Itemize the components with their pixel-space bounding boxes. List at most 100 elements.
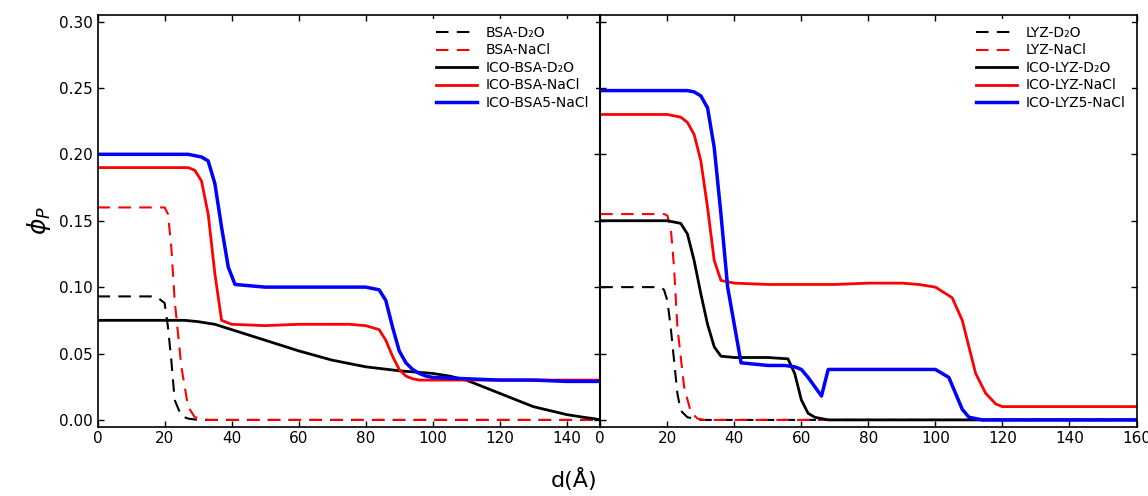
LYZ-D₂O: [667, 357, 681, 363]
ICO-LYZ5-NaCl: [667, 88, 681, 94]
BSA-NaCl: [181, 404, 195, 410]
BSA-D₂O: [192, 417, 205, 423]
ICO-BSA5-NaCl: [386, 324, 400, 330]
ICO-LYZ-D₂O: [788, 371, 801, 376]
ICO-LYZ5-NaCl: [693, 93, 707, 99]
ICO-BSA-NaCl: [174, 165, 188, 171]
LYZ-D₂O: [653, 284, 667, 290]
ICO-BSA5-NaCl: [527, 377, 541, 383]
ICO-LYZ-D₂O: [1130, 417, 1143, 423]
ICO-LYZ5-NaCl: [594, 88, 607, 94]
ICO-LYZ-NaCl: [794, 282, 808, 288]
Line: ICO-LYZ5-NaCl: ICO-LYZ5-NaCl: [600, 91, 1137, 420]
ICO-BSA-D₂O: [443, 373, 457, 379]
ICO-LYZ-NaCl: [1130, 404, 1143, 410]
ICO-LYZ-D₂O: [801, 410, 815, 416]
ICO-BSA5-NaCl: [412, 371, 426, 376]
ICO-LYZ-D₂O: [693, 291, 707, 297]
ICO-LYZ-D₂O: [815, 416, 829, 422]
LYZ-NaCl: [657, 211, 670, 217]
Line: LYZ-NaCl: LYZ-NaCl: [600, 214, 1137, 420]
ICO-LYZ-D₂O: [794, 397, 808, 403]
ICO-LYZ5-NaCl: [895, 367, 909, 372]
ICO-LYZ5-NaCl: [943, 374, 956, 380]
ICO-LYZ-NaCl: [660, 112, 674, 118]
ICO-LYZ5-NaCl: [955, 406, 969, 412]
Text: d(Å): d(Å): [551, 468, 597, 491]
ICO-BSA5-NaCl: [594, 378, 607, 384]
ICO-LYZ-NaCl: [1096, 404, 1110, 410]
ICO-BSA-NaCl: [215, 317, 228, 323]
BSA-NaCl: [201, 417, 215, 423]
ICO-LYZ5-NaCl: [700, 105, 714, 111]
ICO-LYZ-D₂O: [821, 417, 835, 423]
LYZ-D₂O: [594, 284, 607, 290]
ICO-BSA-NaCl: [400, 373, 413, 379]
ICO-LYZ5-NaCl: [721, 284, 735, 290]
ICO-LYZ-NaCl: [707, 257, 721, 263]
LYZ-D₂O: [688, 416, 701, 422]
ICO-LYZ-NaCl: [955, 317, 969, 323]
ICO-BSA-NaCl: [393, 367, 406, 372]
ICO-LYZ5-NaCl: [707, 145, 721, 151]
BSA-NaCl: [195, 416, 209, 422]
ICO-BSA-D₂O: [459, 377, 473, 383]
ICO-BSA-D₂O: [510, 397, 523, 403]
ICO-BSA-D₂O: [409, 369, 422, 375]
ICO-LYZ-D₂O: [707, 344, 721, 350]
BSA-D₂O: [594, 417, 607, 423]
ICO-LYZ-NaCl: [962, 344, 976, 350]
ICO-BSA-NaCl: [201, 211, 215, 217]
ICO-LYZ-D₂O: [761, 355, 775, 361]
ICO-LYZ5-NaCl: [660, 88, 674, 94]
ICO-LYZ-D₂O: [781, 356, 794, 362]
ICO-LYZ-D₂O: [728, 355, 742, 361]
ICO-BSA5-NaCl: [400, 360, 413, 366]
ICO-BSA-NaCl: [412, 377, 426, 383]
ICO-BSA-D₂O: [292, 348, 305, 354]
LYZ-NaCl: [664, 224, 677, 230]
ICO-LYZ5-NaCl: [861, 367, 875, 372]
ICO-LYZ-D₂O: [660, 218, 674, 224]
ICO-BSA5-NaCl: [379, 298, 393, 304]
ICO-LYZ-NaCl: [667, 113, 681, 119]
ICO-LYZ5-NaCl: [761, 363, 775, 369]
Line: ICO-BSA5-NaCl: ICO-BSA5-NaCl: [98, 154, 600, 381]
ICO-BSA-NaCl: [181, 165, 195, 171]
ICO-BSA5-NaCl: [426, 374, 440, 380]
ICO-BSA5-NaCl: [91, 151, 104, 157]
ICO-BSA5-NaCl: [325, 284, 339, 290]
Line: LYZ-D₂O: LYZ-D₂O: [600, 287, 1137, 420]
ICO-BSA5-NaCl: [492, 377, 506, 383]
ICO-LYZ5-NaCl: [714, 211, 728, 217]
BSA-D₂O: [164, 357, 178, 363]
ICO-LYZ-NaCl: [714, 277, 728, 283]
ICO-BSA-D₂O: [208, 321, 222, 327]
Y-axis label: $\phi_P$: $\phi_P$: [25, 206, 53, 235]
BSA-D₂O: [161, 324, 174, 330]
Line: BSA-D₂O: BSA-D₂O: [98, 297, 600, 420]
BSA-NaCl: [594, 417, 607, 423]
ICO-LYZ5-NaCl: [777, 363, 791, 369]
ICO-BSA-NaCl: [292, 321, 305, 327]
ICO-BSA-NaCl: [325, 321, 339, 327]
ICO-BSA-NaCl: [405, 376, 419, 382]
ICO-LYZ-NaCl: [1063, 404, 1077, 410]
ICO-BSA-D₂O: [560, 412, 574, 418]
ICO-BSA5-NaCl: [181, 151, 195, 157]
ICO-BSA-NaCl: [527, 377, 541, 383]
ICO-BSA-D₂O: [178, 317, 192, 323]
ICO-BSA5-NaCl: [560, 378, 574, 384]
ICO-BSA5-NaCl: [258, 284, 272, 290]
BSA-NaCl: [91, 204, 104, 210]
LYZ-D₂O: [1130, 417, 1143, 423]
ICO-LYZ5-NaCl: [948, 390, 962, 396]
ICO-LYZ-NaCl: [674, 114, 688, 120]
BSA-NaCl: [161, 211, 174, 217]
BSA-NaCl: [188, 414, 202, 420]
LYZ-D₂O: [674, 408, 688, 414]
ICO-LYZ5-NaCl: [1029, 417, 1042, 423]
ICO-BSA-D₂O: [225, 327, 239, 333]
ICO-LYZ-NaCl: [1029, 404, 1042, 410]
Line: BSA-NaCl: BSA-NaCl: [98, 207, 600, 420]
